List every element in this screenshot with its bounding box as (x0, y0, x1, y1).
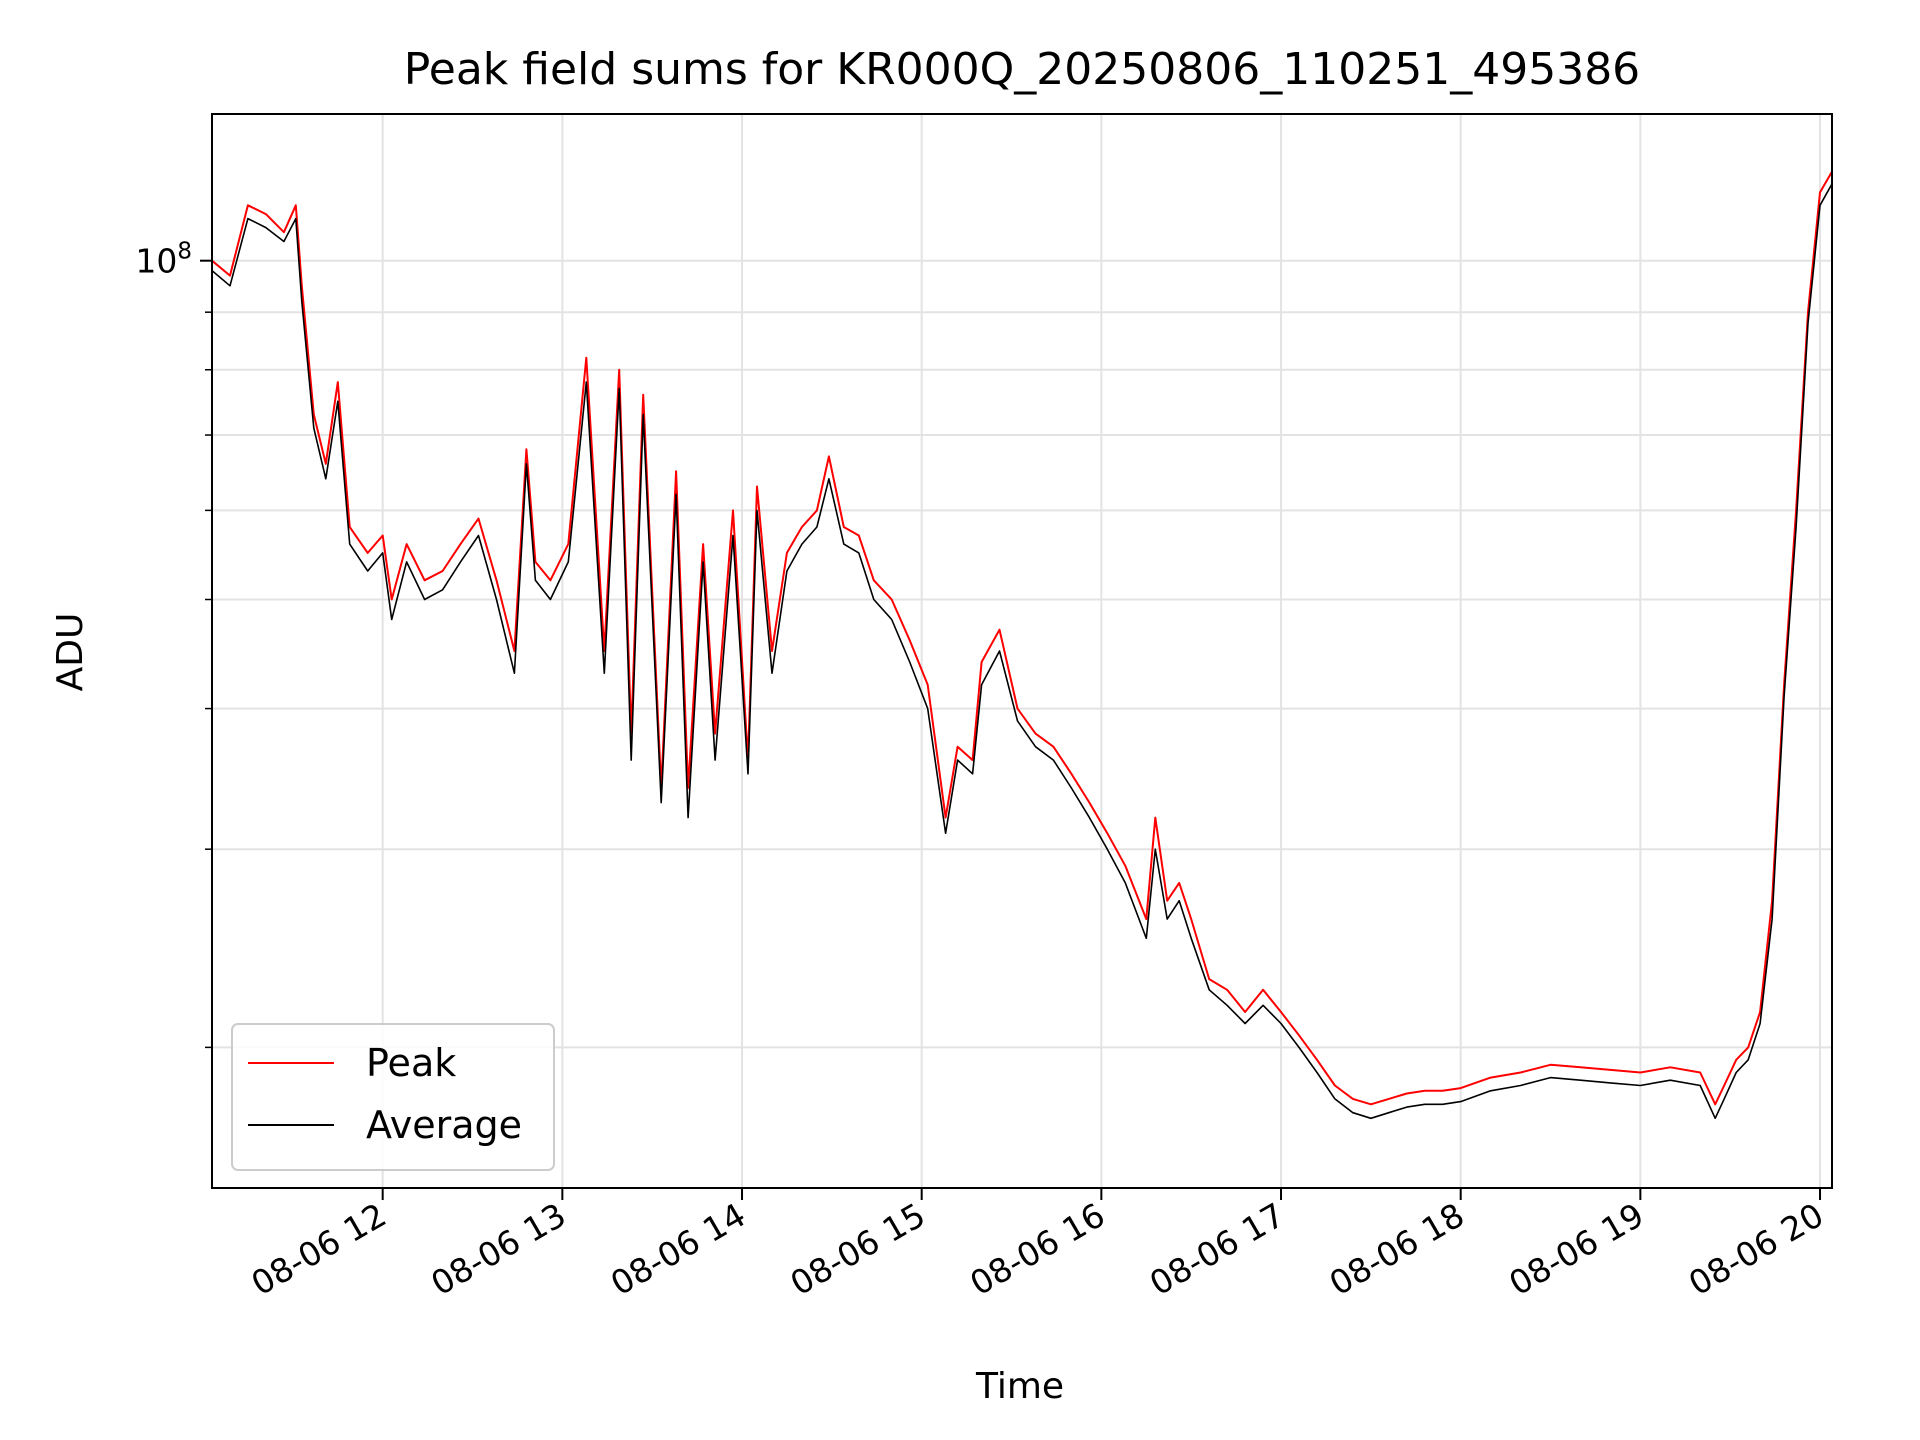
x-axis-label: Time (975, 1366, 1064, 1407)
legend: Peak Average (231, 1023, 555, 1171)
legend-label: Average (366, 1103, 522, 1147)
series-line-peak (211, 171, 1833, 1106)
legend-box (231, 1023, 555, 1171)
chart-title: Peak field sums for KR000Q_20250806_1102… (404, 44, 1640, 95)
plot-frame (211, 113, 1833, 1189)
y-axis-label: ADU (50, 613, 91, 692)
grid (212, 114, 1832, 1188)
series-line-average (211, 183, 1833, 1120)
series-layer (211, 171, 1833, 1120)
legend-label: Peak (366, 1041, 456, 1085)
